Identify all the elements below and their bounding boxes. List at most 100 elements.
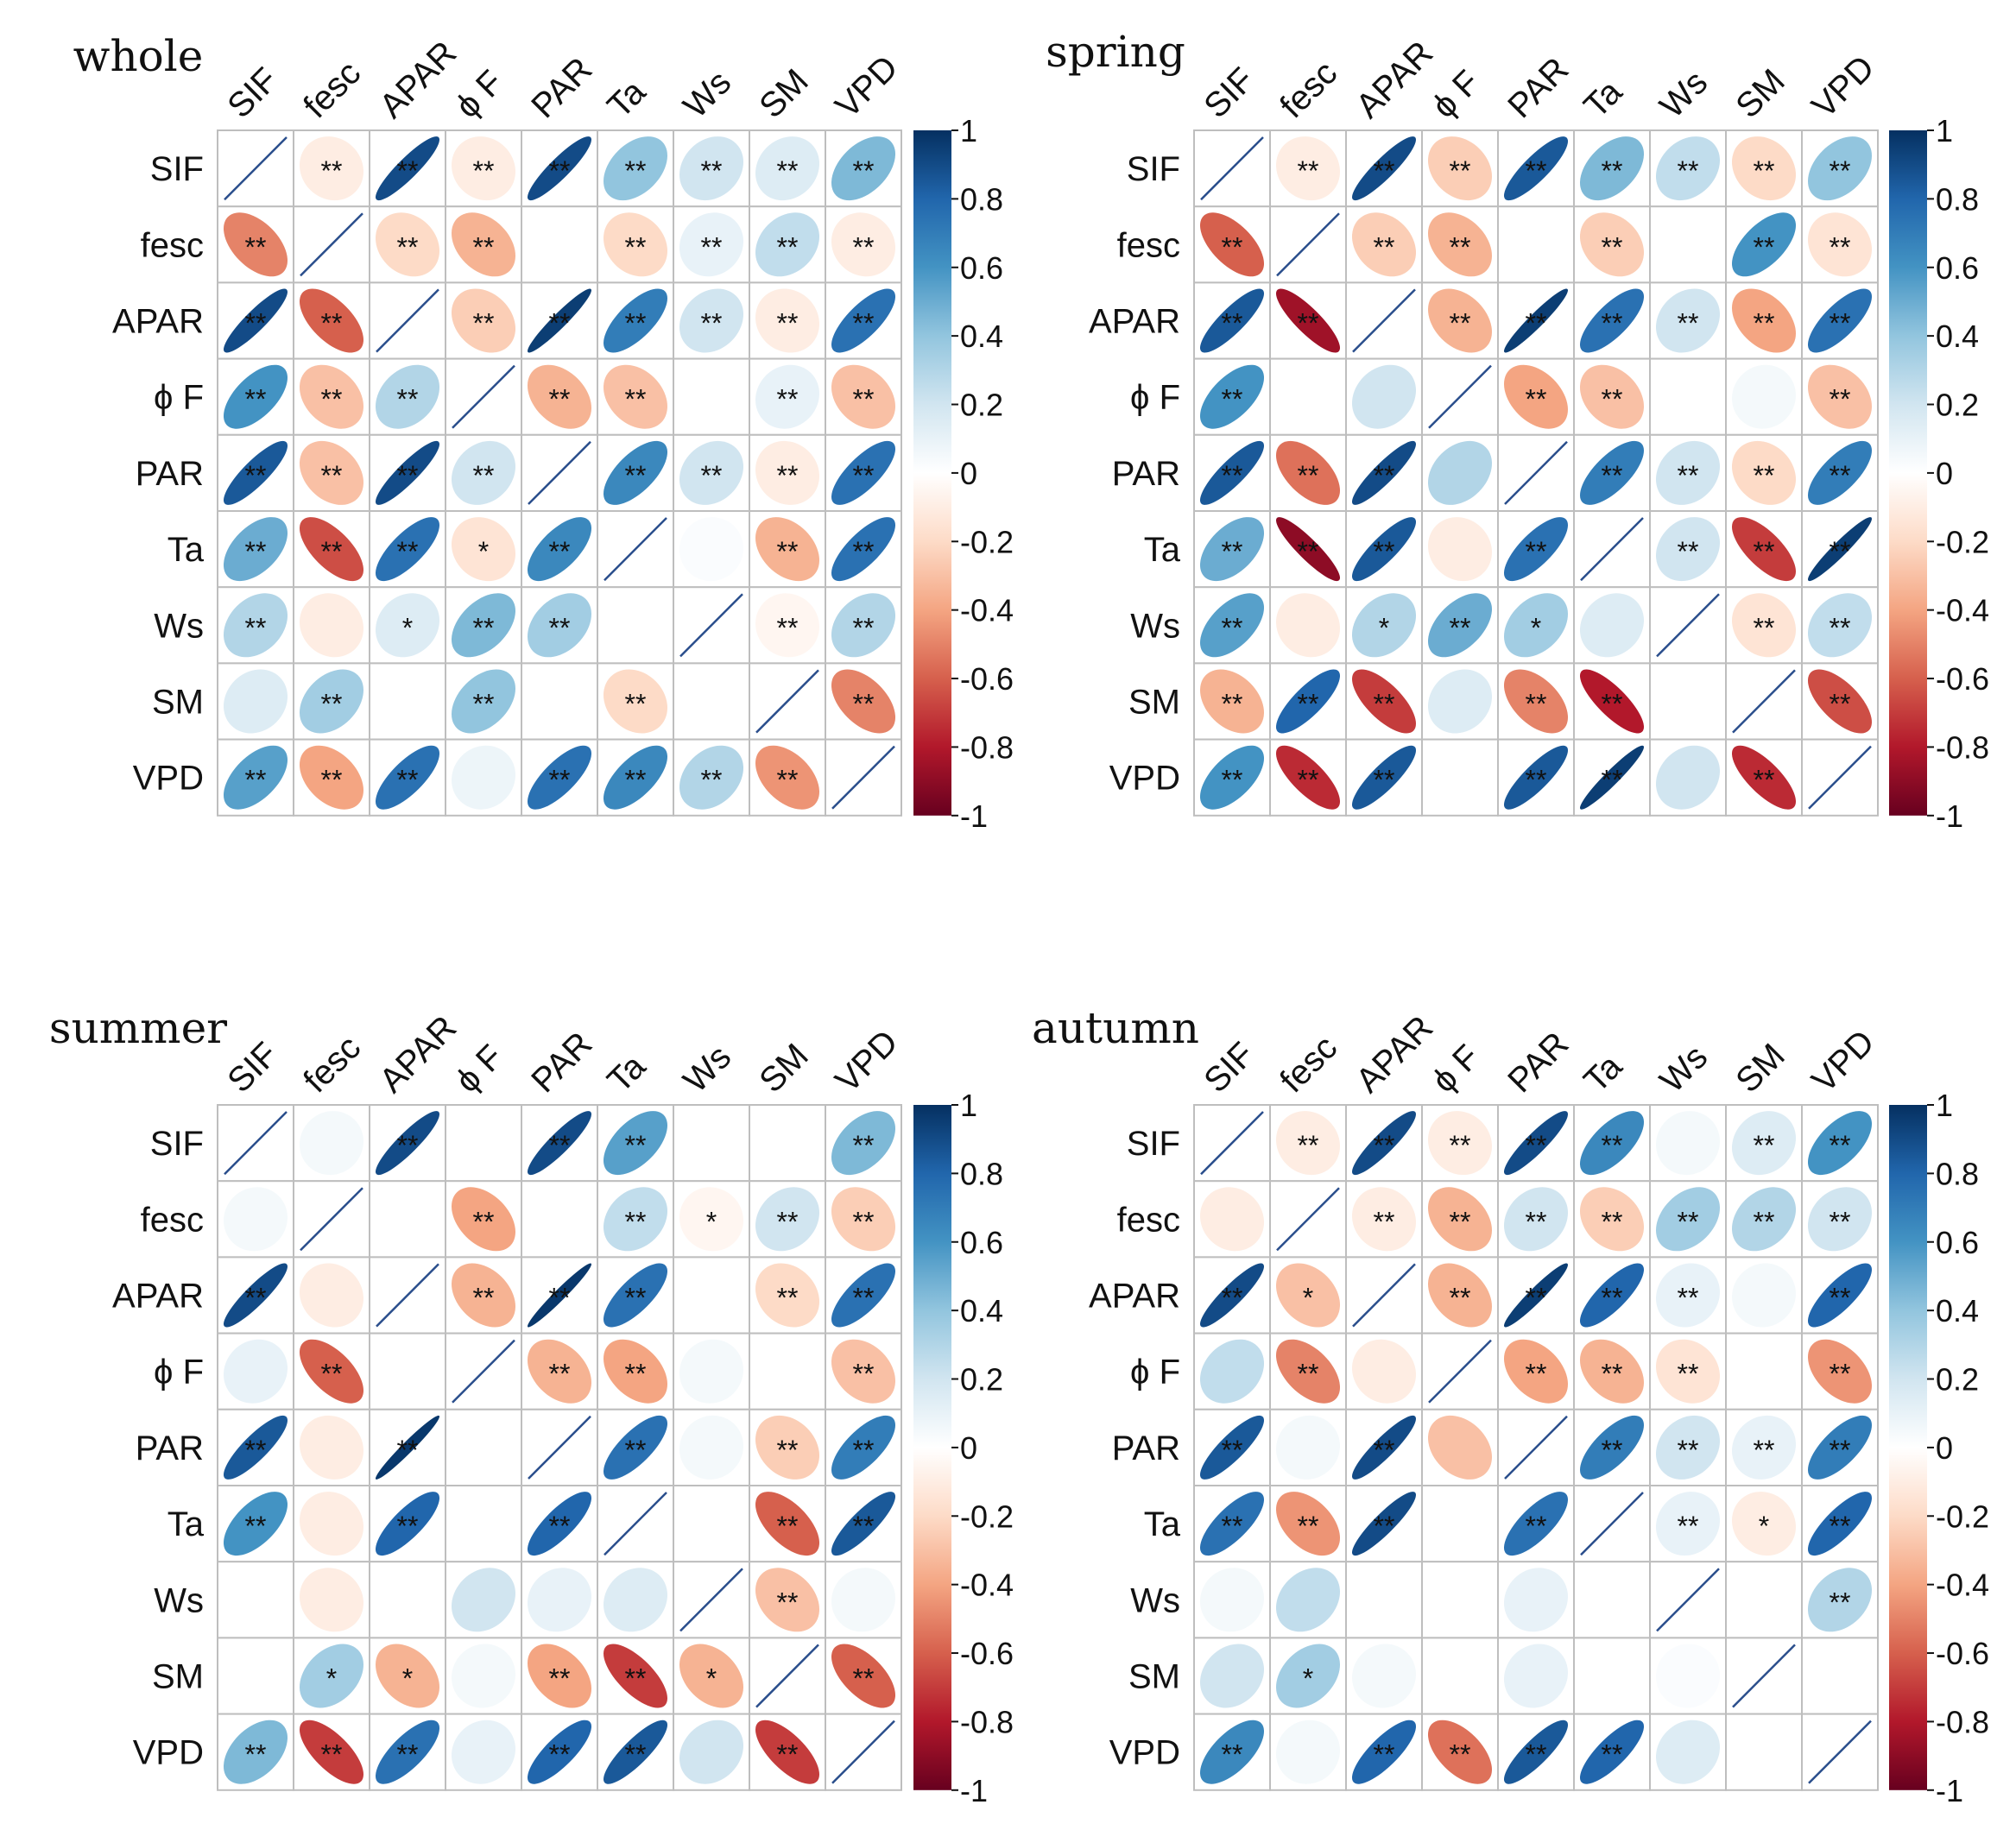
- corr-cell: **: [1573, 662, 1651, 741]
- corr-cell: **: [1193, 586, 1271, 665]
- corr-cell: **: [293, 1713, 370, 1791]
- corr-cell: **: [825, 1104, 902, 1183]
- row-label: SIF: [150, 150, 204, 188]
- corr-ellipse: [755, 1415, 820, 1480]
- corr-cell: **: [217, 738, 294, 817]
- corr-ellipse: [755, 1568, 820, 1632]
- significance-stars: **: [1754, 765, 1775, 796]
- corr-cell: **: [1497, 662, 1575, 741]
- corr-ellipse: [1580, 1415, 1644, 1480]
- corr-cell: [1345, 1256, 1423, 1335]
- corr-ellipse: [299, 593, 364, 658]
- significance-stars: **: [853, 155, 875, 186]
- corr-cell: **: [597, 662, 674, 741]
- diagonal-line: [1808, 1720, 1872, 1784]
- corr-ellipse: [452, 1492, 515, 1556]
- significance-stars: **: [1298, 1130, 1319, 1161]
- corr-cell: *: [673, 1180, 750, 1259]
- corr-ellipse: [452, 1644, 515, 1708]
- corr-cell: **: [445, 662, 522, 741]
- row-label: SM: [1128, 1658, 1180, 1696]
- significance-stars: **: [701, 231, 723, 262]
- significance-stars: **: [397, 1435, 419, 1466]
- corr-cell: [293, 205, 370, 284]
- corr-cell: **: [293, 662, 370, 741]
- significance-stars: **: [1526, 308, 1547, 339]
- corr-cell: [673, 1713, 750, 1791]
- colorbar-tick-label: 0: [960, 1430, 977, 1466]
- colorbar-tick-label: -1: [960, 798, 988, 834]
- corr-ellipse: [1808, 1415, 1872, 1480]
- significance-stars: **: [1222, 612, 1243, 643]
- significance-stars: **: [1602, 765, 1623, 796]
- corr-ellipse: [1580, 1644, 1644, 1708]
- corr-ellipse: [1656, 517, 1720, 582]
- corr-cell: **: [521, 357, 598, 436]
- corr-cell: **: [1345, 738, 1423, 817]
- corr-cell: **: [217, 1713, 294, 1791]
- significance-stars: **: [245, 536, 267, 567]
- row-label: PAR: [1112, 1429, 1180, 1467]
- corr-ellipse: [1503, 1720, 1569, 1784]
- corr-cell: [597, 1561, 674, 1639]
- corr-cell: [1573, 1561, 1651, 1639]
- corr-ellipse: [1579, 364, 1645, 429]
- corr-cell: **: [597, 433, 674, 512]
- corr-cell: **: [825, 433, 902, 512]
- corr-cell: **: [1421, 1104, 1499, 1183]
- corr-cell: [445, 1485, 522, 1563]
- significance-stars: **: [701, 460, 723, 491]
- colorbar-tick-label: -0.8: [1936, 729, 1989, 765]
- colorbar-tick-label: 0.4: [960, 319, 1003, 354]
- corr-ellipse: [1808, 440, 1872, 505]
- significance-stars: **: [1678, 1435, 1699, 1466]
- corr-cell: [1193, 1180, 1271, 1259]
- corr-cell: **: [1573, 1713, 1651, 1791]
- column-label: ϕ F: [1425, 63, 1487, 125]
- corr-ellipse: [679, 669, 743, 734]
- significance-stars: **: [853, 1359, 875, 1390]
- significance-stars: **: [397, 1511, 419, 1542]
- colorbar-tick-label: 0.6: [1936, 250, 1979, 286]
- corr-cell: **: [1725, 586, 1803, 665]
- diagonal-line: [1656, 593, 1720, 658]
- corr-cell: **: [825, 662, 902, 741]
- corr-ellipse: [452, 440, 515, 505]
- significance-stars: **: [1450, 155, 1471, 186]
- significance-stars: **: [853, 1283, 875, 1314]
- corr-cell: [1421, 433, 1499, 512]
- corr-cell: **: [749, 357, 826, 436]
- significance-stars: **: [1830, 1359, 1851, 1390]
- significance-stars: **: [1830, 460, 1851, 491]
- corr-cell: **: [1421, 1256, 1499, 1335]
- corr-ellipse: [1732, 364, 1796, 429]
- corr-ellipse: [1807, 1492, 1873, 1556]
- significance-stars: **: [1602, 460, 1623, 491]
- row-label: Ws: [154, 607, 204, 645]
- significance-stars: **: [1298, 765, 1319, 796]
- corr-cell: **: [749, 1713, 826, 1791]
- corr-ellipse: [679, 517, 744, 582]
- corr-ellipse: [375, 517, 440, 582]
- corr-cell: **: [1497, 738, 1575, 817]
- corr-cell: [1421, 738, 1499, 817]
- corr-cell: [749, 1637, 826, 1715]
- corr-cell: [1193, 1332, 1271, 1410]
- corr-ellipse: [1655, 1492, 1721, 1556]
- significance-stars: **: [625, 384, 647, 415]
- significance-stars: *: [706, 1206, 717, 1237]
- corr-ellipse: [528, 212, 591, 277]
- corr-cell: **: [1801, 1256, 1879, 1335]
- corr-cell: **: [1193, 1256, 1271, 1335]
- significance-stars: **: [1678, 536, 1699, 567]
- corr-ellipse: [755, 288, 820, 353]
- corr-cell: **: [597, 281, 674, 360]
- significance-stars: **: [777, 765, 799, 796]
- corr-cell: **: [1269, 1104, 1347, 1183]
- corr-cell: **: [217, 433, 294, 512]
- corr-ellipse: [528, 364, 591, 429]
- corr-ellipse: [376, 136, 439, 201]
- corr-ellipse: [755, 1187, 819, 1252]
- diagonal-line: [452, 1339, 515, 1404]
- corr-cell: **: [1573, 1332, 1651, 1410]
